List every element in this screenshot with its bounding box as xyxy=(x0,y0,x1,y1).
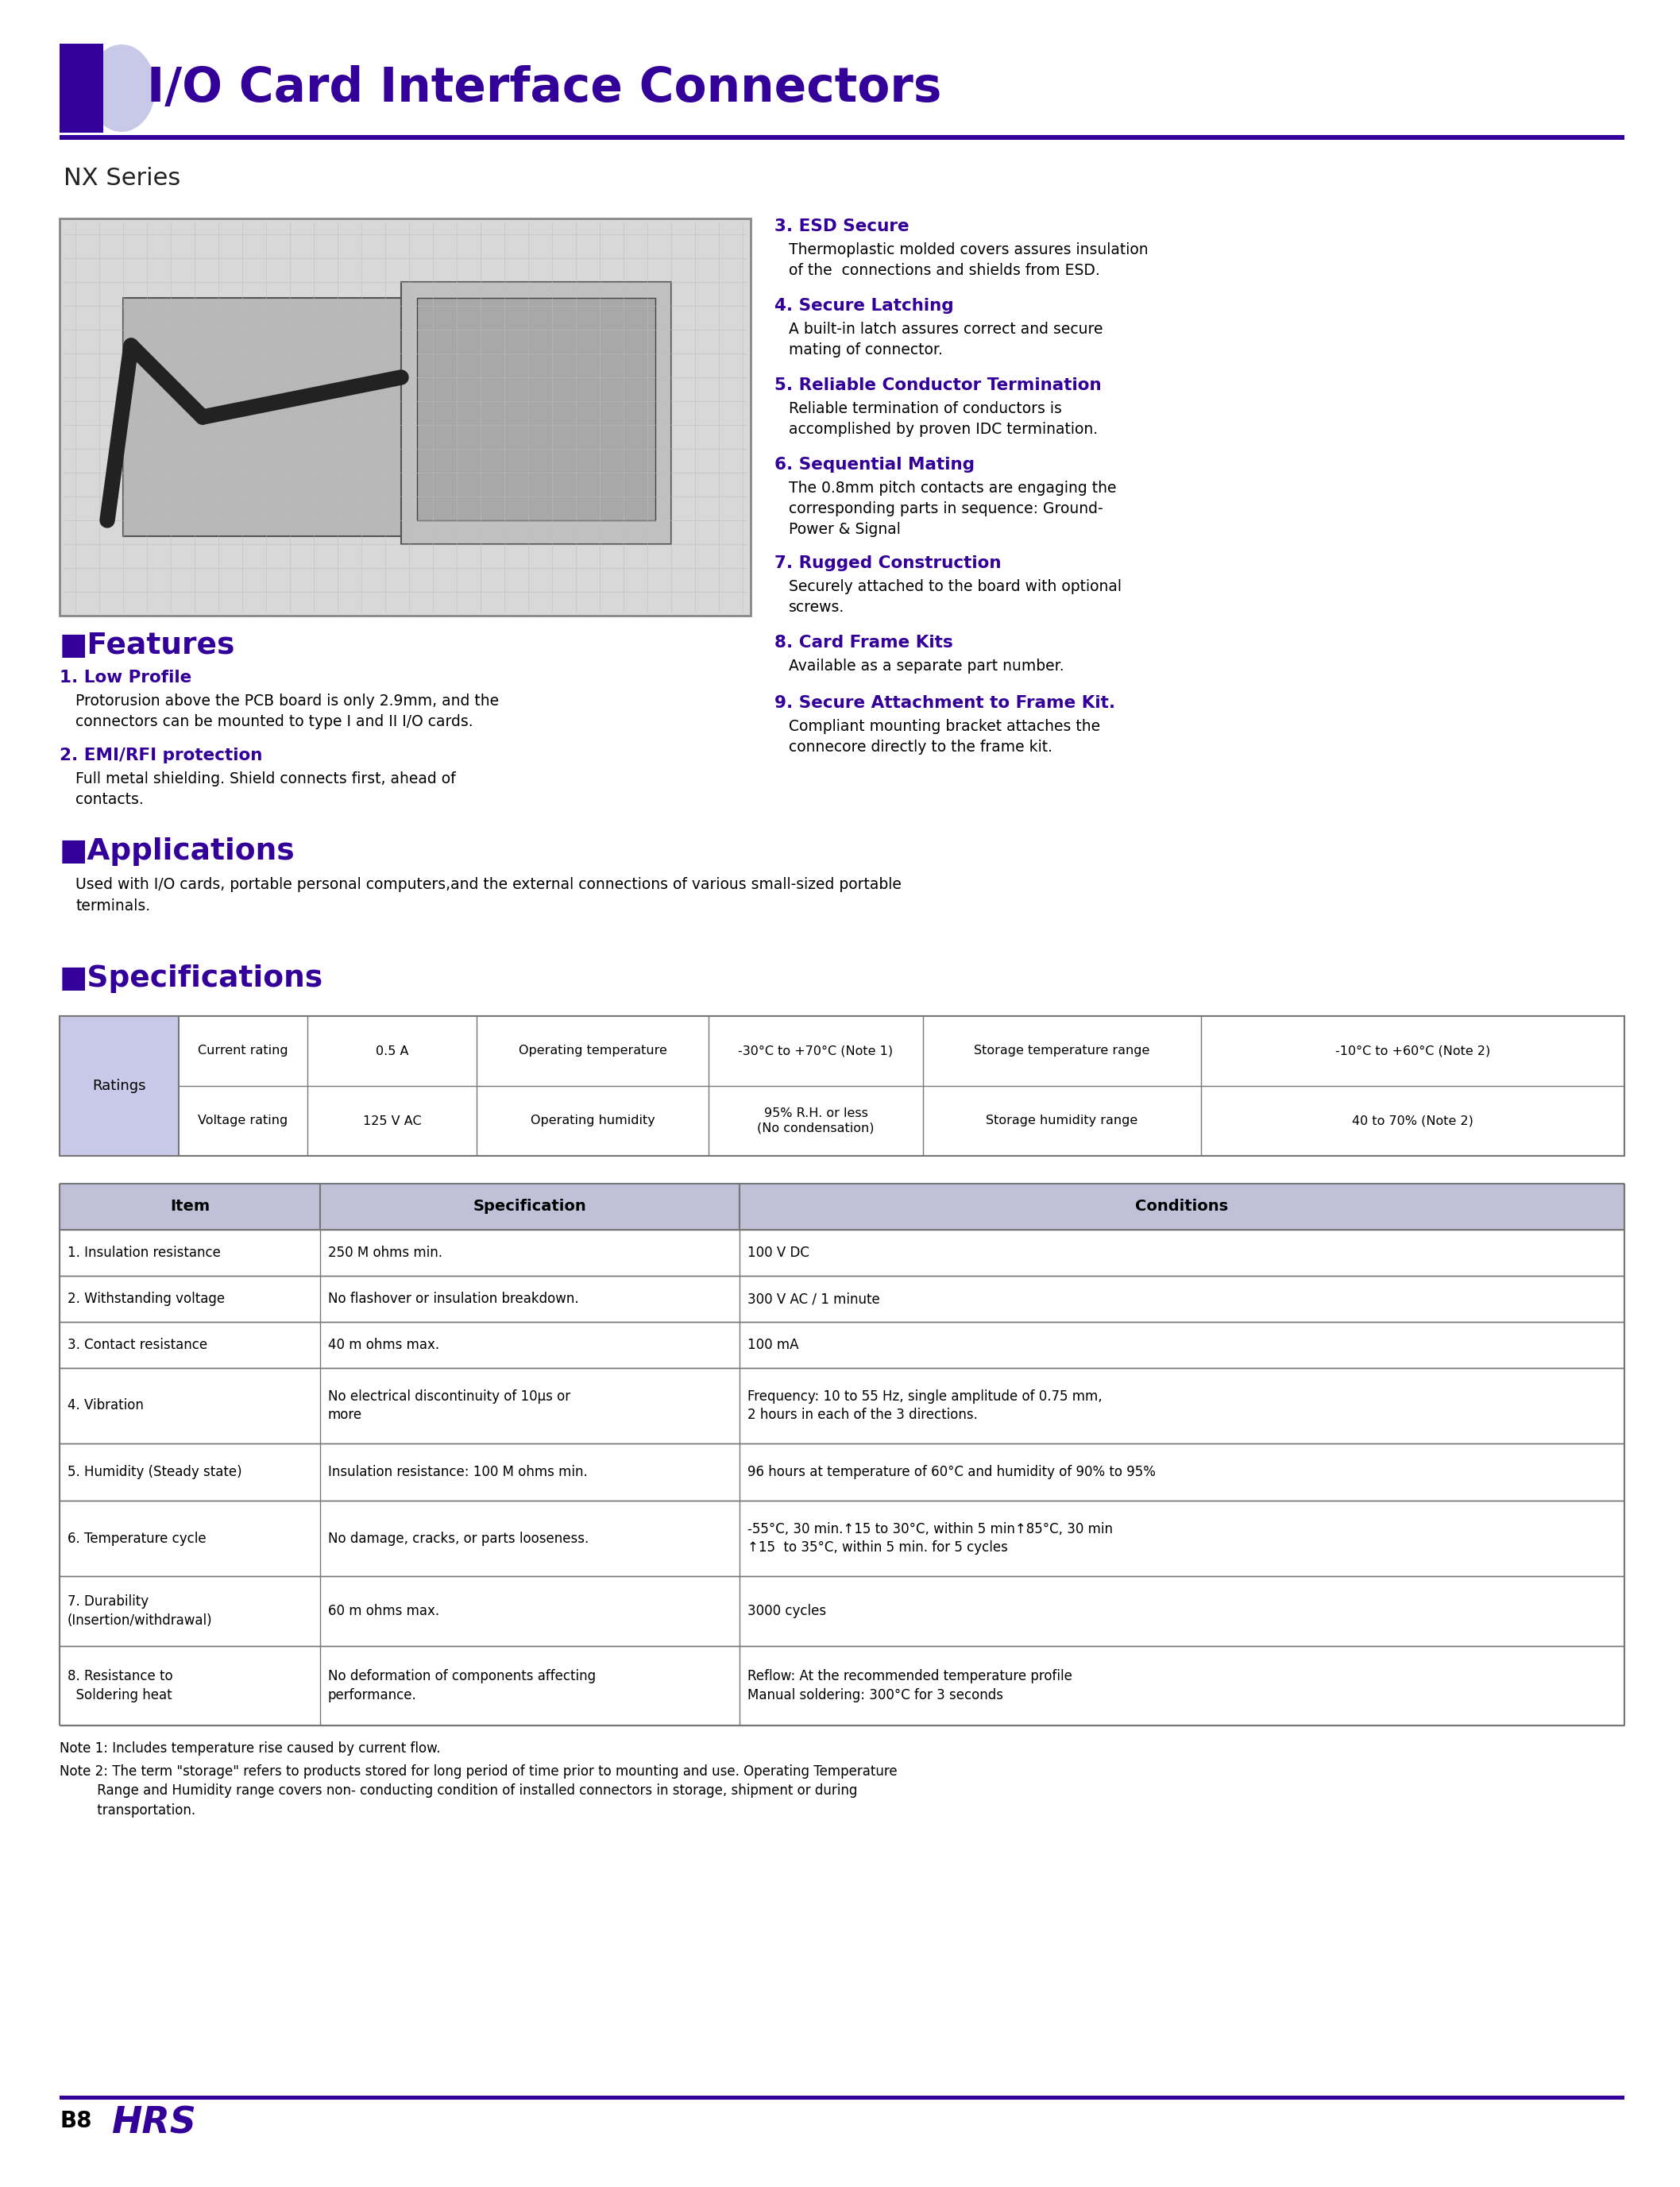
Text: 6. Sequential Mating: 6. Sequential Mating xyxy=(774,457,974,472)
Text: -30°C to +70°C (Note 1): -30°C to +70°C (Note 1) xyxy=(738,1045,894,1056)
Text: 60 m ohms max.: 60 m ohms max. xyxy=(328,1603,440,1618)
Text: Securely attached to the board with optional
screws.: Securely attached to the board with opti… xyxy=(790,580,1122,615)
Text: 5. Reliable Conductor Termination: 5. Reliable Conductor Termination xyxy=(774,378,1102,394)
Text: 1. Low Profile: 1. Low Profile xyxy=(59,669,192,685)
Text: 0.5 A: 0.5 A xyxy=(376,1045,408,1056)
Text: Current rating: Current rating xyxy=(198,1045,289,1056)
Text: 250 M ohms min.: 250 M ohms min. xyxy=(328,1247,442,1260)
Text: 3000 cycles: 3000 cycles xyxy=(748,1603,827,1618)
Text: Insulation resistance: 100 M ohms min.: Insulation resistance: 100 M ohms min. xyxy=(328,1465,588,1478)
Text: 8. Resistance to
  Soldering heat: 8. Resistance to Soldering heat xyxy=(67,1669,173,1701)
Text: Full metal shielding. Shield connects first, ahead of
contacts.: Full metal shielding. Shield connects fi… xyxy=(76,772,455,807)
Text: I/O Card Interface Connectors: I/O Card Interface Connectors xyxy=(146,66,942,112)
Text: 40 to 70% (Note 2): 40 to 70% (Note 2) xyxy=(1352,1115,1473,1126)
Text: Reliable termination of conductors is
accomplished by proven IDC termination.: Reliable termination of conductors is ac… xyxy=(790,400,1097,437)
Text: Note 1: Includes temperature rise caused by current flow.: Note 1: Includes temperature rise caused… xyxy=(59,1741,440,1756)
Text: Operating humidity: Operating humidity xyxy=(531,1115,655,1126)
Text: Protorusion above the PCB board is only 2.9mm, and the
connectors can be mounted: Protorusion above the PCB board is only … xyxy=(76,693,499,728)
Text: No damage, cracks, or parts looseness.: No damage, cracks, or parts looseness. xyxy=(328,1531,588,1546)
Text: 40 m ohms max.: 40 m ohms max. xyxy=(328,1338,440,1352)
Text: Used with I/O cards, portable personal computers,and the external connections of: Used with I/O cards, portable personal c… xyxy=(76,877,902,914)
Ellipse shape xyxy=(87,44,155,131)
Text: The 0.8mm pitch contacts are engaging the
corresponding parts in sequence: Groun: The 0.8mm pitch contacts are engaging th… xyxy=(790,481,1117,536)
Text: NX Series: NX Series xyxy=(64,166,180,190)
Text: 8. Card Frame Kits: 8. Card Frame Kits xyxy=(774,634,953,650)
Text: No deformation of components affecting
performance.: No deformation of components affecting p… xyxy=(328,1669,596,1701)
Text: No electrical discontinuity of 10μs or
more: No electrical discontinuity of 10μs or m… xyxy=(328,1389,571,1422)
Text: 100 mA: 100 mA xyxy=(748,1338,798,1352)
Text: 9. Secure Attachment to Frame Kit.: 9. Secure Attachment to Frame Kit. xyxy=(774,695,1116,711)
Bar xyxy=(59,1275,1625,1321)
Text: Conditions: Conditions xyxy=(1136,1198,1228,1214)
Text: Ratings: Ratings xyxy=(92,1078,146,1094)
Bar xyxy=(59,44,102,133)
Bar xyxy=(59,1647,1625,1726)
Text: No flashover or insulation breakdown.: No flashover or insulation breakdown. xyxy=(328,1293,580,1306)
Bar xyxy=(402,282,672,545)
Text: ■Applications: ■Applications xyxy=(59,838,296,866)
Text: Storage temperature range: Storage temperature range xyxy=(974,1045,1149,1056)
Text: Reflow: At the recommended temperature profile
Manual soldering: 300°C for 3 sec: Reflow: At the recommended temperature p… xyxy=(748,1669,1072,1701)
Text: Specification: Specification xyxy=(474,1198,586,1214)
Bar xyxy=(59,136,1625,140)
Text: 96 hours at temperature of 60°C and humidity of 90% to 95%: 96 hours at temperature of 60°C and humi… xyxy=(748,1465,1156,1478)
Text: B8: B8 xyxy=(59,2110,92,2132)
Text: -10°C to +60°C (Note 2): -10°C to +60°C (Note 2) xyxy=(1336,1045,1490,1056)
Text: Frequency: 10 to 55 Hz, single amplitude of 0.75 mm,
2 hours in each of the 3 di: Frequency: 10 to 55 Hz, single amplitude… xyxy=(748,1389,1102,1422)
Text: 1. Insulation resistance: 1. Insulation resistance xyxy=(67,1247,220,1260)
Bar xyxy=(59,1367,1625,1443)
Text: Storage humidity range: Storage humidity range xyxy=(986,1115,1137,1126)
Bar xyxy=(59,1229,1625,1275)
Bar xyxy=(59,1017,178,1157)
Text: 125 V AC: 125 V AC xyxy=(363,1115,422,1126)
Bar xyxy=(59,219,751,617)
Text: Note 2: The term "storage" refers to products stored for long period of time pri: Note 2: The term "storage" refers to pro… xyxy=(59,1765,897,1817)
Text: Available as a separate part number.: Available as a separate part number. xyxy=(790,658,1063,674)
Text: 6. Temperature cycle: 6. Temperature cycle xyxy=(67,1531,207,1546)
Text: 2. EMI/RFI protection: 2. EMI/RFI protection xyxy=(59,748,262,763)
Text: A built-in latch assures correct and secure
mating of connector.: A built-in latch assures correct and sec… xyxy=(790,321,1104,356)
Text: 2. Withstanding voltage: 2. Withstanding voltage xyxy=(67,1293,225,1306)
Text: ■Features: ■Features xyxy=(59,632,235,660)
Bar xyxy=(417,297,655,521)
Text: Item: Item xyxy=(170,1198,210,1214)
Text: Thermoplastic molded covers assures insulation
of the  connections and shields f: Thermoplastic molded covers assures insu… xyxy=(790,243,1149,278)
Text: Voltage rating: Voltage rating xyxy=(198,1115,287,1126)
Text: 5. Humidity (Steady state): 5. Humidity (Steady state) xyxy=(67,1465,242,1478)
Bar xyxy=(59,1017,1625,1157)
Text: ■Specifications: ■Specifications xyxy=(59,964,323,993)
Bar xyxy=(59,1183,1625,1229)
Bar xyxy=(123,297,425,536)
Text: 300 V AC / 1 minute: 300 V AC / 1 minute xyxy=(748,1293,880,1306)
Bar xyxy=(59,1321,1625,1367)
Text: 4. Secure Latching: 4. Secure Latching xyxy=(774,297,954,313)
Text: 3. ESD Secure: 3. ESD Secure xyxy=(774,219,909,234)
Bar xyxy=(59,1500,1625,1577)
Bar xyxy=(59,1443,1625,1500)
Text: Compliant mounting bracket attaches the
connecore directly to the frame kit.: Compliant mounting bracket attaches the … xyxy=(790,720,1100,755)
Text: 95% R.H. or less
(No condensation): 95% R.H. or less (No condensation) xyxy=(758,1107,874,1135)
Text: 7. Durability
(Insertion/withdrawal): 7. Durability (Insertion/withdrawal) xyxy=(67,1594,213,1627)
Bar xyxy=(59,2095,1625,2100)
Text: 100 V DC: 100 V DC xyxy=(748,1247,810,1260)
Text: 4. Vibration: 4. Vibration xyxy=(67,1397,144,1413)
Text: -55°C, 30 min.↑15 to 30°C, within 5 min↑85°C, 30 min
↑15  to 35°C, within 5 min.: -55°C, 30 min.↑15 to 30°C, within 5 min↑… xyxy=(748,1522,1112,1555)
Text: 3. Contact resistance: 3. Contact resistance xyxy=(67,1338,207,1352)
Text: HRS: HRS xyxy=(111,2106,197,2141)
Text: 7. Rugged Construction: 7. Rugged Construction xyxy=(774,555,1001,571)
Bar xyxy=(59,1577,1625,1647)
Text: Operating temperature: Operating temperature xyxy=(519,1045,667,1056)
